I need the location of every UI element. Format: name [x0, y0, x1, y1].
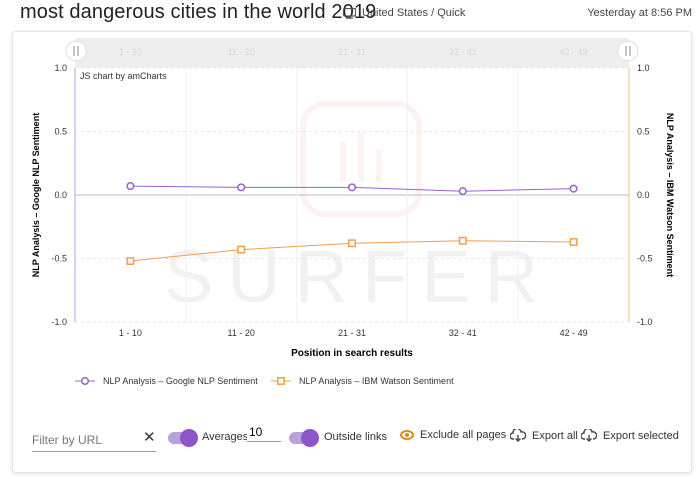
y-tick-label-right: 1.0	[637, 63, 650, 73]
legend-item[interactable]: NLP Analysis – Google NLP Sentiment	[75, 376, 258, 386]
export-selected-button[interactable]: Export selected	[581, 429, 679, 442]
y-tick-label-right: 0.5	[637, 127, 650, 137]
chart-card: 1 - 10 11 - 20 21 - 31 32 - 41 42 - 49 SURFE…	[12, 31, 692, 473]
legend: NLP Analysis – Google NLP Sentiment NLP A…	[75, 376, 454, 386]
export-all-label: Export all	[532, 429, 578, 442]
legend-label: NLP Analysis – IBM Watson Sentiment	[299, 376, 454, 386]
y-tick-label-left: -0.5	[51, 254, 67, 264]
export-selected-label: Export selected	[603, 429, 679, 442]
y-tick-label-left: 0.5	[54, 127, 67, 137]
scrollbar-handle-left[interactable]	[65, 40, 87, 62]
averages-toggle[interactable]	[168, 429, 198, 447]
legend-item[interactable]: NLP Analysis – IBM Watson Sentiment	[271, 376, 454, 386]
x-tick-label: 21 - 31	[338, 328, 366, 338]
monitor-icon	[343, 7, 356, 19]
sentiment-chart: 1 - 10 11 - 20 21 - 31 32 - 41 42 - 49 SURFE…	[31, 38, 675, 386]
outside-links-label: Outside links	[324, 431, 387, 443]
data-point[interactable]	[348, 239, 356, 248]
exclude-all-pages-label: Exclude all pages	[420, 429, 507, 441]
data-point[interactable]	[237, 183, 246, 192]
y-tick-label-right: -1.0	[637, 317, 653, 327]
x-axis-label: Position in search results	[291, 348, 413, 359]
data-point[interactable]	[237, 245, 246, 254]
y-tick-label-left: 1.0	[54, 63, 67, 73]
location-text: United States / Quick	[362, 7, 466, 19]
y-axis-label-right: NLP Analysis – IBM Watson Sentiment	[665, 113, 675, 277]
header: most dangerous cities in the world 2019 …	[0, 0, 700, 28]
data-point[interactable]	[458, 236, 467, 245]
toolbar: ✕ Averages Outside links Exclude all pag…	[13, 422, 691, 462]
data-point[interactable]	[126, 257, 135, 265]
data-point[interactable]	[569, 184, 578, 193]
x-tick-label: 32 - 41	[449, 328, 477, 338]
legend-marker	[80, 376, 90, 386]
scrollbar-label: 1 - 10	[119, 47, 142, 57]
data-point[interactable]	[569, 238, 578, 246]
x-tick-label: 1 - 10	[119, 328, 142, 338]
averages-label: Averages	[202, 431, 249, 443]
scrollbar-label: 21 - 31	[338, 47, 366, 57]
scrollbar-label: 42 - 49	[560, 47, 588, 57]
close-icon[interactable]: ✕	[143, 429, 156, 446]
chart-credit[interactable]: JS chart by amCharts	[80, 71, 167, 81]
outside-links-toggle[interactable]	[289, 429, 319, 447]
export-all-button[interactable]: Export all	[510, 429, 578, 442]
y-tick-label-right: 0.0	[637, 190, 650, 200]
scrollbar-label: 32 - 41	[449, 47, 477, 57]
scrollbar-track[interactable]	[75, 38, 629, 68]
location-selector[interactable]: United States / Quick	[343, 7, 465, 19]
cloud-download-icon	[510, 429, 526, 442]
y-tick-label-left: 0.0	[54, 190, 67, 200]
averages-input[interactable]	[247, 423, 281, 442]
data-point[interactable]	[458, 187, 467, 196]
data-point[interactable]	[347, 183, 357, 192]
data-point[interactable]	[126, 182, 135, 191]
x-tick-label: 42 - 49	[560, 328, 588, 338]
y-axis-label-left: NLP Analysis – Google NLP Sentiment	[31, 113, 41, 277]
timestamp: Yesterday at 8:56 PM	[587, 7, 692, 19]
eye-icon	[400, 430, 414, 440]
cloud-download-icon	[581, 429, 597, 442]
legend-label: NLP Analysis – Google NLP Sentiment	[103, 376, 258, 386]
legend-marker	[277, 377, 285, 385]
y-tick-label-right: -0.5	[637, 254, 653, 264]
scrollbar-label: 11 - 20	[228, 47, 255, 57]
watermark-text: SURFER	[164, 235, 552, 318]
exclude-all-pages-button[interactable]: Exclude all pages	[400, 429, 506, 441]
page-title: most dangerous cities in the world 2019	[20, 1, 377, 23]
scrollbar-handle-right[interactable]	[617, 40, 639, 62]
y-tick-label-left: -1.0	[51, 317, 67, 327]
watermark-logo	[300, 101, 422, 217]
x-tick-label: 11 - 20	[228, 328, 255, 338]
filter-url-input[interactable]	[32, 429, 156, 452]
